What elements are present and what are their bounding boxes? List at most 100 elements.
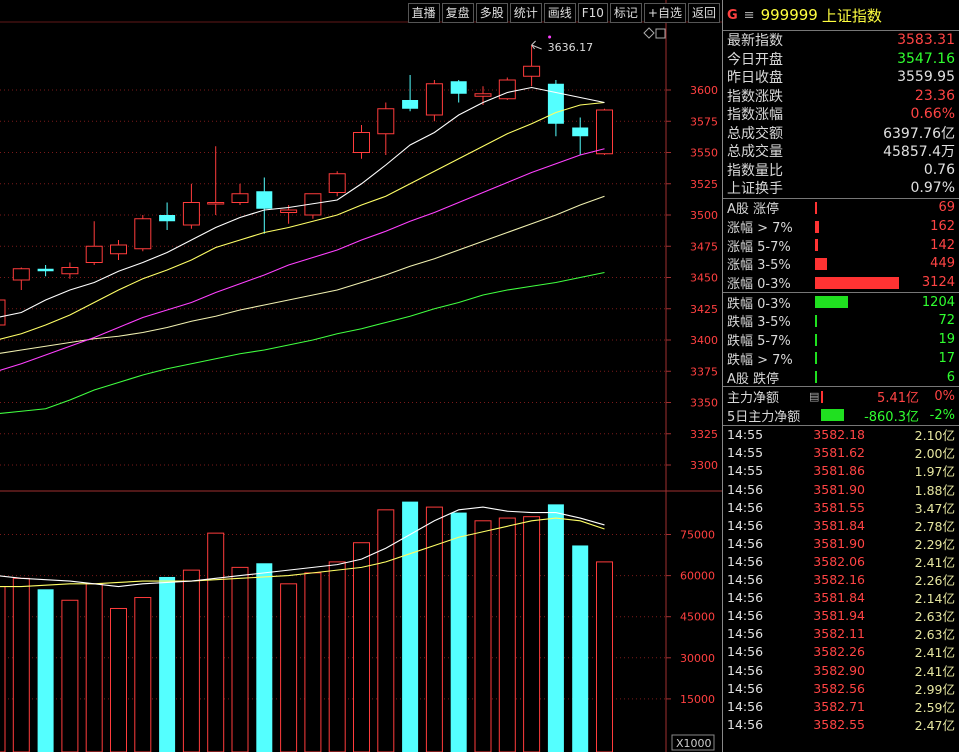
- tick-time: 14:55: [727, 427, 764, 443]
- breadth-count: 69: [938, 200, 955, 216]
- tick-price: 3581.84: [813, 590, 865, 606]
- ma5-line: [0, 86, 605, 318]
- breadth-label: 涨幅 3-5%: [727, 258, 791, 274]
- candle-body: [304, 193, 322, 216]
- kline-chart[interactable]: 3636.17 3300 3325 3350 3375 3400 3425 3450 3475…: [0, 0, 722, 752]
- tick-time: 14:56: [727, 572, 764, 588]
- toolbar-button-4[interactable]: 画线: [543, 3, 576, 23]
- breadth-row: 涨幅 3-5% 449: [723, 255, 959, 274]
- ma20-line: [0, 148, 605, 371]
- price-tick-label: 3525: [690, 178, 718, 191]
- quote-row: 上证换手 0.97%: [723, 179, 959, 198]
- capital-value: -860.3亿: [864, 409, 919, 425]
- volume-bar: [231, 566, 249, 752]
- breadth-bar-track: [815, 333, 901, 346]
- breadth-bar-track: [815, 276, 901, 289]
- capital-bar-track: [821, 409, 861, 422]
- breadth-bar-track: [815, 314, 901, 327]
- tick-amount: 2.41亿: [914, 645, 955, 661]
- candle-body: [596, 109, 613, 155]
- toolbar-button-0[interactable]: 直播: [407, 3, 440, 23]
- candle-body: [572, 127, 589, 137]
- tick-amount: 2.29亿: [914, 536, 955, 552]
- tick-row: 14:56 3582.06 2.41亿: [723, 552, 959, 570]
- tick-row: 14:55 3581.62 2.00亿: [723, 444, 959, 462]
- breadth-row: A股 涨停 69: [723, 199, 959, 217]
- tick-time: 14:55: [727, 463, 764, 479]
- breadth-bar: [815, 239, 819, 252]
- list-icon[interactable]: ▤: [809, 390, 820, 404]
- volume-tick-label: 30000: [680, 652, 715, 665]
- candle-body: [0, 299, 6, 326]
- volume-bar: [353, 542, 370, 752]
- candle-body: [159, 215, 176, 222]
- breadth-label: 涨幅 0-3%: [727, 277, 791, 293]
- volume-bar: [280, 583, 298, 752]
- menu-icon[interactable]: ≡: [743, 7, 755, 23]
- tick-list[interactable]: 14:55 3582.18 2.10亿 14:55 3581.62 2.00亿 14:55 3…: [723, 426, 959, 734]
- volume-bar: [523, 516, 541, 752]
- breadth-row: A股 跌停 6: [723, 368, 959, 387]
- capital-label: 5日主力净额: [727, 409, 801, 425]
- quote-value: 6397.76亿: [883, 125, 955, 142]
- marker-dot: [548, 35, 552, 39]
- quote-value: 45857.4万: [883, 144, 955, 161]
- quote-value: 3547.16: [897, 50, 955, 67]
- toolbar-button-2[interactable]: 多股: [475, 3, 508, 23]
- volume-bar: [134, 597, 152, 752]
- diamond-icon: [643, 27, 655, 39]
- breadth-count: 6: [946, 369, 955, 385]
- breadth-row: 涨幅 0-3% 3124: [723, 273, 959, 292]
- tick-time: 14:56: [727, 517, 764, 533]
- tick-row: 14:55 3582.18 2.10亿: [723, 426, 959, 444]
- price-tick-label: 3375: [690, 365, 718, 378]
- tick-amount: 2.63亿: [914, 609, 955, 625]
- tick-amount: 2.41亿: [914, 663, 955, 679]
- tick-time: 14:56: [727, 662, 764, 678]
- toolbar-button-1[interactable]: 复盘: [441, 3, 474, 23]
- breadth-bar-track: [815, 201, 901, 214]
- tick-amount: 2.63亿: [914, 627, 955, 643]
- price-tick-label: 3500: [690, 209, 718, 222]
- toolbar-button-6[interactable]: 标记: [609, 3, 642, 23]
- tick-row: 14:56 3582.71 2.59亿: [723, 697, 959, 715]
- ma10-line: [0, 101, 605, 340]
- tick-price: 3582.11: [813, 626, 865, 642]
- tick-time: 14:56: [727, 680, 764, 696]
- candle-body: [523, 65, 541, 77]
- tick-price: 3582.71: [813, 698, 865, 714]
- quote-label: 总成交额: [727, 125, 783, 142]
- tick-price: 3582.55: [813, 716, 865, 732]
- volume-bar: [377, 509, 395, 752]
- breadth-row: 涨幅 > 7% 162: [723, 217, 959, 236]
- volume-bar: [425, 506, 443, 752]
- tick-price: 3581.55: [813, 499, 865, 515]
- breadth-row: 涨幅 5-7% 142: [723, 236, 959, 255]
- breadth-count: 3124: [921, 275, 955, 291]
- volume-bar: [596, 561, 613, 752]
- tick-row: 14:56 3581.94 2.63亿: [723, 607, 959, 625]
- candle-body: [353, 132, 370, 153]
- toolbar-button-8[interactable]: 返回: [687, 3, 720, 23]
- quote-row: 今日开盘 3547.16: [723, 50, 959, 69]
- price-tick-label: 3550: [690, 147, 718, 160]
- index-name: 上证指数: [821, 6, 882, 25]
- quote-row: 最新指数 3583.31: [723, 31, 959, 50]
- breadth-bar: [815, 201, 817, 214]
- group-icon[interactable]: G: [727, 7, 738, 23]
- tick-amount: 2.41亿: [914, 554, 955, 570]
- toolbar-button-3[interactable]: 统计: [509, 3, 542, 23]
- tick-amount: 2.00亿: [914, 446, 955, 462]
- candle-body: [280, 209, 298, 213]
- toolbar-button-5[interactable]: F10: [577, 3, 608, 23]
- candle-body: [37, 268, 54, 272]
- kline-chart-area[interactable]: 3636.17 3300 3325 3350 3375 3400 3425 3450 3475…: [0, 0, 722, 752]
- capital-bar-track: [821, 390, 861, 403]
- toolbar-button-7[interactable]: +自选: [643, 3, 686, 23]
- candle-body: [377, 108, 395, 135]
- tick-row: 14:56 3582.26 2.41亿: [723, 643, 959, 661]
- quote-label: 昨日收盘: [727, 70, 783, 87]
- volume-bar: [12, 577, 30, 752]
- breadth-label: A股 跌停: [727, 371, 780, 387]
- breadth-bar: [815, 296, 848, 309]
